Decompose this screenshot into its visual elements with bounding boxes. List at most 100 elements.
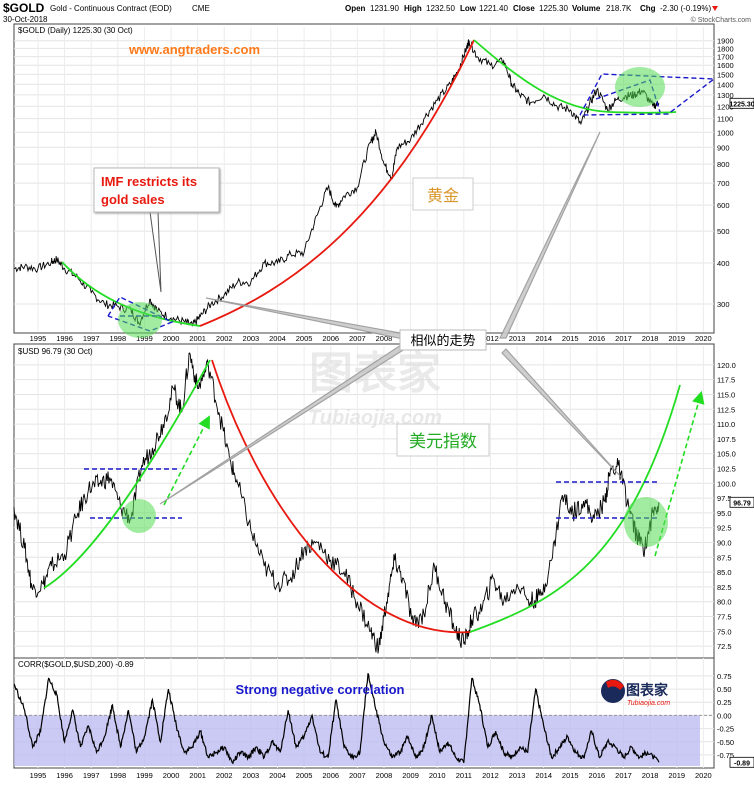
corr-ytick-label: 0.00 bbox=[717, 711, 732, 720]
usd-ytick-label: 85.0 bbox=[717, 568, 732, 577]
corr-xtick-label: 2014 bbox=[535, 771, 552, 780]
usd-green-arc-left bbox=[43, 359, 211, 589]
gold-panel-title: $GOLD (Daily) 1225.30 (30 Oct) bbox=[18, 26, 133, 35]
corr-xtick-label: 2002 bbox=[216, 771, 233, 780]
gold-ytick-label: 1300 bbox=[717, 91, 734, 100]
gold-xtick-label: 2002 bbox=[216, 334, 233, 343]
gold-xtick-label: 1997 bbox=[83, 334, 100, 343]
usd-ytick-label: 75.0 bbox=[717, 627, 732, 636]
corr-xtick-label: 2016 bbox=[589, 771, 606, 780]
symbol-description: Gold - Continuous Contract (EOD) bbox=[50, 4, 172, 13]
corr-xtick-label: 2013 bbox=[509, 771, 526, 780]
corr-xtick-label: 2015 bbox=[562, 771, 579, 780]
gold-xtick-label: 1996 bbox=[56, 334, 73, 343]
corr-xtick-label: 1995 bbox=[30, 771, 47, 780]
gold-xtick-label: 2006 bbox=[322, 334, 339, 343]
volume-label: Volume bbox=[572, 4, 601, 13]
corr-xtick-label: 2019 bbox=[668, 771, 685, 780]
high-value: 1232.50 bbox=[426, 4, 455, 13]
low-label: Low bbox=[460, 4, 477, 13]
open-value: 1231.90 bbox=[370, 4, 399, 13]
gold-cn-label: 黄金 bbox=[427, 187, 459, 205]
corr-xtick-label: 2009 bbox=[402, 771, 419, 780]
usd-ytick-label: 87.5 bbox=[717, 553, 732, 562]
corr-xtick-label: 2008 bbox=[376, 771, 393, 780]
gold-xtick-label: 2004 bbox=[269, 334, 286, 343]
gold-ytick-label: 500 bbox=[717, 227, 730, 236]
gold-xtick-label: 1998 bbox=[109, 334, 126, 343]
gold-ytick-label: 1600 bbox=[717, 61, 734, 70]
highlight-circle-gold-2018 bbox=[615, 67, 665, 107]
usd-ytick-label: 102.5 bbox=[717, 464, 736, 473]
gold-xtick-label: 2015 bbox=[562, 334, 579, 343]
gold-xtick-label: 2013 bbox=[509, 334, 526, 343]
website-label: www.angtraders.com bbox=[128, 42, 260, 57]
corr-xtick-label: 2010 bbox=[429, 771, 446, 780]
corr-negative-zone bbox=[14, 715, 700, 766]
usd-ytick-label: 80.0 bbox=[717, 598, 732, 607]
corr-panel-title: CORR($GOLD,$USD,200) -0.89 bbox=[18, 660, 134, 669]
gold-xtick-label: 1999 bbox=[136, 334, 153, 343]
gold-red-arc bbox=[199, 39, 475, 327]
usd-ytick-label: 105.0 bbox=[717, 450, 736, 459]
gold-ytick-label: 600 bbox=[717, 201, 730, 210]
usd-ytick-label: 90.0 bbox=[717, 539, 732, 548]
gold-ytick-label: 1500 bbox=[717, 70, 734, 79]
corr-ytick-label: -0.25 bbox=[717, 725, 734, 734]
gold-ytick-label: 1400 bbox=[717, 80, 734, 89]
gold-ytick-label: 400 bbox=[717, 259, 730, 268]
corr-ytick-label: 0.50 bbox=[717, 685, 732, 694]
highlight-circle-usd-1999 bbox=[122, 499, 156, 533]
usd-ytick-label: 95.0 bbox=[717, 509, 732, 518]
usd-ytick-label: 107.5 bbox=[717, 435, 736, 444]
gold-xtick-label: 2000 bbox=[163, 334, 180, 343]
similarity-pointers bbox=[159, 131, 623, 505]
usd-ytick-label: 72.5 bbox=[717, 642, 732, 651]
corr-annotation: Strong negative correlation bbox=[235, 682, 404, 697]
highlight-circle-usd-2018 bbox=[624, 497, 668, 547]
imf-text-line1: IMF restricts its bbox=[101, 174, 197, 189]
similar-cn-box bbox=[399, 329, 487, 351]
gold-xtick-label: 2014 bbox=[535, 334, 552, 343]
usd-red-arc bbox=[211, 359, 471, 634]
similar-cn-label: 相似的走势 bbox=[410, 333, 475, 348]
symbol: $GOLD bbox=[3, 1, 45, 15]
usd-ytick-label: 92.5 bbox=[717, 524, 732, 533]
corr-ytick-label: -0.50 bbox=[717, 738, 734, 747]
usd-green-arc-right bbox=[469, 384, 681, 633]
usd-ytick-label: 115.0 bbox=[717, 390, 735, 399]
usd-price-line bbox=[13, 352, 660, 654]
chart-date: 30-Oct-2018 bbox=[3, 15, 48, 24]
usd-panel-title: $USD 96.79 (30 Oct) bbox=[18, 347, 93, 356]
gold-green-arc-2016 bbox=[473, 39, 677, 114]
gold-cn-box bbox=[412, 177, 474, 211]
gold-ytick-label: 1100 bbox=[717, 115, 733, 124]
gold-last-value-label: 1225.30 bbox=[729, 101, 754, 108]
gold-ytick-label: 300 bbox=[717, 300, 730, 309]
usd-ytick-label: 77.5 bbox=[717, 613, 732, 622]
usd-ytick-label: 97.5 bbox=[717, 494, 732, 503]
highlight-circle-gold-1999 bbox=[118, 302, 162, 338]
gold-ytick-label: 1200 bbox=[717, 102, 734, 111]
gold-xtick-label: 2016 bbox=[589, 334, 606, 343]
corr-xtick-label: 2007 bbox=[349, 771, 366, 780]
gold-ytick-label: 1800 bbox=[717, 44, 734, 53]
usd-ytick-label: 110.0 bbox=[717, 420, 735, 429]
corr-price-line bbox=[13, 673, 660, 765]
logo-cn: 图表家 bbox=[626, 682, 669, 698]
corr-xtick-label: 2020 bbox=[695, 771, 712, 780]
corr-last-value-tag bbox=[729, 756, 754, 768]
gold-ytick-label: 800 bbox=[717, 160, 730, 169]
usd-cn-label: 美元指数 bbox=[409, 432, 477, 451]
close-label: Close bbox=[513, 4, 535, 13]
open-label: Open bbox=[345, 4, 366, 13]
corr-ytick-label: 0.25 bbox=[717, 698, 732, 707]
corr-ytick-label: 0.75 bbox=[717, 672, 732, 681]
gold-ytick-label: 700 bbox=[717, 179, 730, 188]
high-label: High bbox=[404, 4, 422, 13]
corr-xtick-label: 2004 bbox=[269, 771, 286, 780]
corr-xtick-label: 1997 bbox=[83, 771, 100, 780]
tubiaojia-logo: 图表家 Tubiaojia.com bbox=[601, 679, 670, 707]
usd-cn-box bbox=[396, 423, 490, 457]
